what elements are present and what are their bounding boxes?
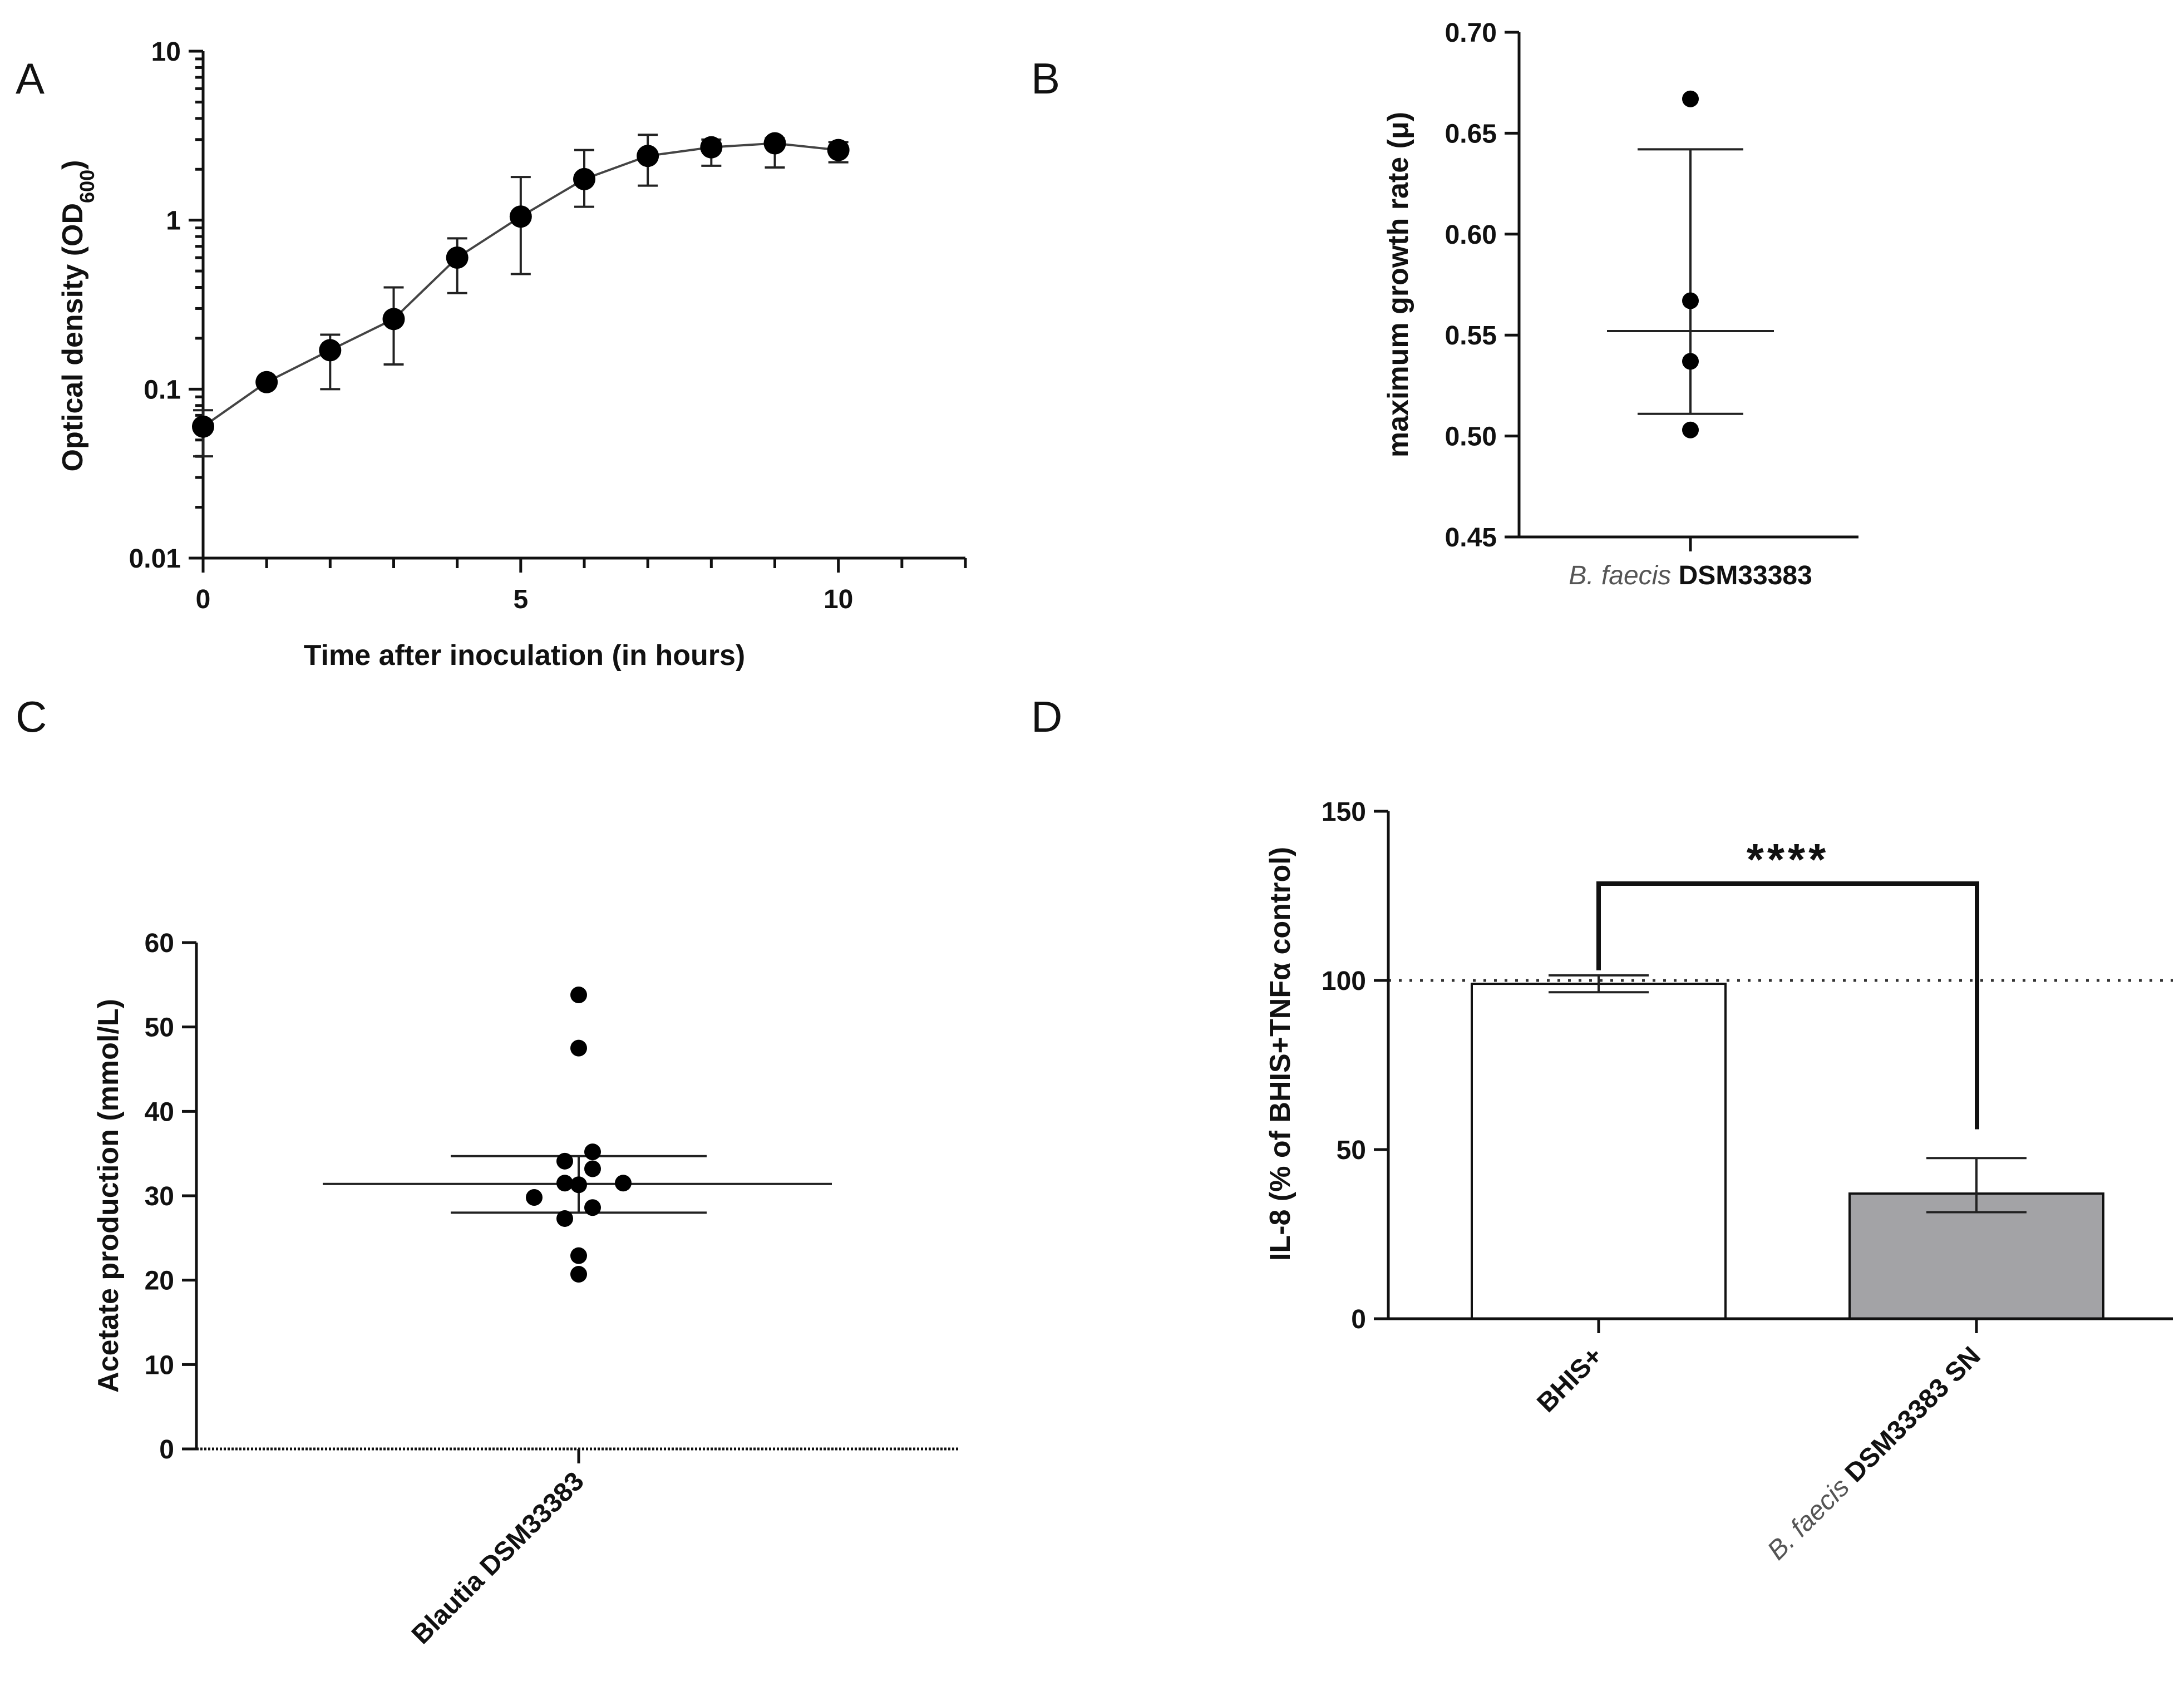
data-point xyxy=(1682,90,1699,107)
y-tick-label: 0.45 xyxy=(1445,523,1497,553)
x-tick-label: 5 xyxy=(513,585,528,614)
y-tick-label: 0.60 xyxy=(1445,220,1497,250)
chart-a-growth-curve: 0 5 10 0.01 0.1 1 10 Time after inoculation (in… xyxy=(57,37,967,672)
y-tick-label: 20 xyxy=(145,1266,174,1296)
data-point xyxy=(584,1199,601,1216)
chart-d-il8: 0 50 100 150 BHIS+ B. faecis DSM33383 SN IL-8 … xyxy=(1264,797,2173,1566)
data-point xyxy=(192,415,214,438)
data-point xyxy=(556,1175,573,1192)
y-axis-title-main: Optical density (OD xyxy=(57,203,89,472)
data-point xyxy=(700,136,723,159)
y-tick-label: 40 xyxy=(145,1097,174,1127)
bar xyxy=(1471,983,1727,1320)
panel-letter-b: B xyxy=(1031,54,1060,103)
y-axis-title: Optical density (OD600) xyxy=(57,160,98,472)
y-axis-title: IL-8 (% of BHIS+TNFα control) xyxy=(1264,847,1296,1261)
data-point xyxy=(637,145,659,167)
y-tick-label: 1 xyxy=(166,206,181,236)
y-axis-title-end: ) xyxy=(57,160,89,170)
x-category-label: Blautia DSM33383 xyxy=(406,1466,590,1650)
data-point xyxy=(570,1266,587,1283)
y-tick-label: 50 xyxy=(1337,1136,1366,1165)
data-point xyxy=(570,987,587,1004)
y-tick-label: 0.65 xyxy=(1445,119,1497,149)
x-category-italic: B. faecis xyxy=(1762,1472,1855,1566)
data-point xyxy=(615,1175,632,1192)
significance-bracket xyxy=(1596,881,1979,1130)
data-point xyxy=(570,1247,587,1264)
data-point xyxy=(319,339,342,362)
panel-letter-a: A xyxy=(16,54,45,103)
x-category-rest: DSM33383 xyxy=(1671,561,1812,590)
y-tick-label: 100 xyxy=(1322,967,1366,996)
data-point xyxy=(570,1039,587,1057)
data-point xyxy=(827,139,850,161)
significance-label: **** xyxy=(1747,835,1830,884)
x-category-italic: B. faecis xyxy=(1569,561,1671,590)
data-point xyxy=(1682,292,1699,309)
y-tick-label: 30 xyxy=(145,1182,174,1211)
x-tick-label: 10 xyxy=(824,585,853,614)
y-tick-label: 0.50 xyxy=(1445,422,1497,452)
y-tick-label: 0.01 xyxy=(129,544,181,574)
data-point xyxy=(526,1189,543,1206)
y-axis-title: Acetate production (mmol/L) xyxy=(92,999,125,1393)
data-point xyxy=(573,167,595,190)
x-category-rest: DSM33383 SN xyxy=(1834,1341,1986,1493)
data-point xyxy=(446,246,469,269)
data-point xyxy=(584,1143,601,1161)
data-point xyxy=(584,1160,601,1177)
y-tick-label: 10 xyxy=(151,37,181,67)
y-tick-label: 0.1 xyxy=(144,375,181,405)
y-tick-label: 0 xyxy=(1351,1305,1366,1334)
bar xyxy=(1848,1192,2104,1320)
y-tick-label: 60 xyxy=(145,929,174,958)
y-tick-label: 10 xyxy=(145,1350,174,1380)
data-point xyxy=(556,1152,573,1170)
data-point xyxy=(382,308,405,331)
data-point xyxy=(509,205,532,228)
data-point xyxy=(570,1176,587,1194)
x-axis-title: Time after inoculation (in hours) xyxy=(304,639,746,672)
data-point xyxy=(556,1210,573,1227)
y-tick-label: 0.55 xyxy=(1445,321,1497,351)
y-axis-title: maximum growth rate (μ) xyxy=(1382,112,1414,457)
y-tick-label: 0.70 xyxy=(1445,18,1497,48)
x-category-label: B. faecis DSM33383 SN xyxy=(1762,1341,1986,1565)
panel-letter-c: C xyxy=(16,692,47,741)
x-category-label: BHIS+ xyxy=(1531,1341,1608,1418)
y-axis-title-subscript: 600 xyxy=(76,170,98,203)
data-point xyxy=(763,132,786,155)
data-point xyxy=(255,371,278,393)
x-category-label: B. faecis DSM33383 xyxy=(1569,561,1812,590)
data-point xyxy=(1682,353,1699,370)
y-tick-label: 0 xyxy=(159,1435,174,1465)
panel-letter-d: D xyxy=(1031,692,1062,741)
chart-b-growth-rate: 0.45 0.50 0.55 0.60 0.65 0.70 B. faecis DSM333… xyxy=(1382,18,1858,590)
data-point xyxy=(1682,421,1699,438)
y-tick-label: 50 xyxy=(145,1013,174,1043)
y-tick-label: 150 xyxy=(1322,797,1366,827)
chart-c-acetate: 0 10 20 30 40 50 60 Blautia DSM33383 Acetate pro… xyxy=(92,929,960,1650)
x-tick-label: 0 xyxy=(196,585,211,614)
